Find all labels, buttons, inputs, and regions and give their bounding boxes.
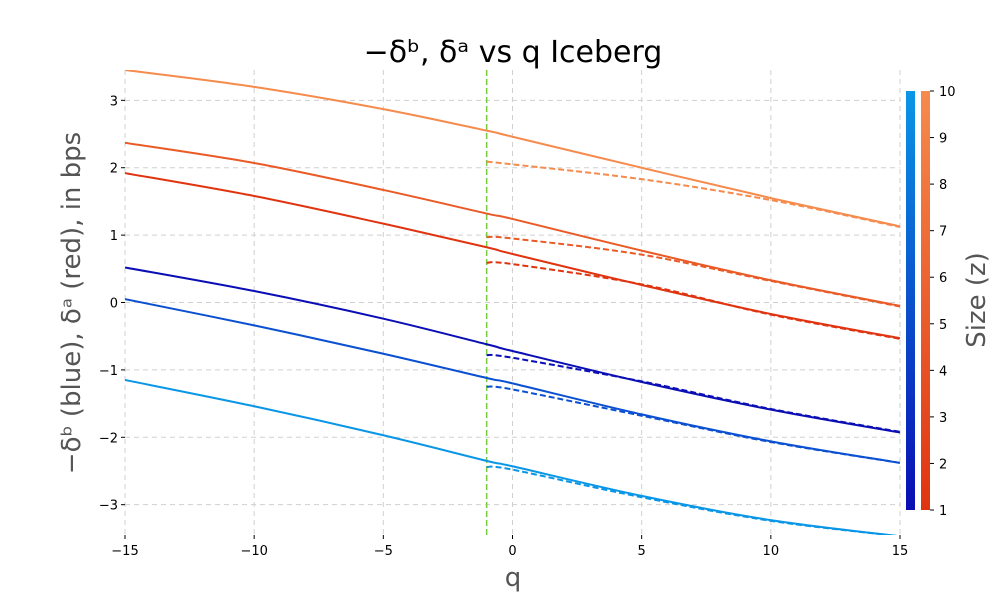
y-axis-label: −δᵇ (blue), δᵃ (red), in bps xyxy=(57,132,87,474)
colorbar: 1 2 3 4 5 6 7 8 9 10 Size (z) xyxy=(906,85,992,519)
y-axis-ticks: −3 −2 −1 0 1 2 3 xyxy=(99,94,125,514)
x-tick-label: −10 xyxy=(240,544,267,559)
colorbar-tick-label: 7 xyxy=(939,225,947,240)
x-tick-label: −5 xyxy=(374,544,393,559)
colorbar-tick-label: 6 xyxy=(939,271,947,286)
series-line-dashed xyxy=(486,385,900,464)
series-line-dashed xyxy=(486,353,900,433)
colorbar-ticks: 1 2 3 4 5 6 7 8 9 10 xyxy=(930,85,956,519)
series-line-dashed xyxy=(486,160,900,228)
colorbar-tick-label: 8 xyxy=(939,178,947,193)
y-tick-label: 0 xyxy=(110,297,118,312)
x-tick-label: 5 xyxy=(638,544,646,559)
colorbar-tick-label: 9 xyxy=(939,132,947,147)
colorbar-blue xyxy=(906,91,915,510)
colorbar-tick-label: 3 xyxy=(939,411,947,426)
series-line-dashed xyxy=(486,235,900,308)
colorbar-tick-label: 10 xyxy=(939,85,956,100)
x-tick-label: 15 xyxy=(892,544,909,559)
colorbar-label: Size (z) xyxy=(962,252,992,348)
y-tick-label: −2 xyxy=(99,431,118,446)
y-tick-label: 3 xyxy=(110,94,118,109)
x-tick-label: −15 xyxy=(111,544,138,559)
y-tick-label: 2 xyxy=(110,162,118,177)
x-axis-label: q xyxy=(505,563,522,593)
colorbar-tick-label: 4 xyxy=(939,364,947,379)
colorbar-tick-label: 5 xyxy=(939,318,947,333)
series-line-dashed xyxy=(486,465,898,535)
x-tick-label: 0 xyxy=(508,544,516,559)
x-tick-label: 10 xyxy=(763,544,780,559)
grid xyxy=(124,70,901,535)
y-tick-label: −1 xyxy=(99,364,118,379)
y-tick-label: −3 xyxy=(99,499,118,514)
colorbar-red xyxy=(921,91,930,510)
series-line xyxy=(125,70,900,228)
colorbar-tick-label: 2 xyxy=(939,457,947,472)
x-axis-ticks: −15 −10 −5 0 5 10 15 xyxy=(111,535,908,559)
series-group xyxy=(125,70,900,535)
chart-title: −δᵇ, δᵃ vs q Iceberg xyxy=(364,35,663,70)
series-line-dashed xyxy=(486,261,900,340)
colorbar-tick-label: 1 xyxy=(939,504,947,519)
y-tick-label: 1 xyxy=(110,229,118,244)
